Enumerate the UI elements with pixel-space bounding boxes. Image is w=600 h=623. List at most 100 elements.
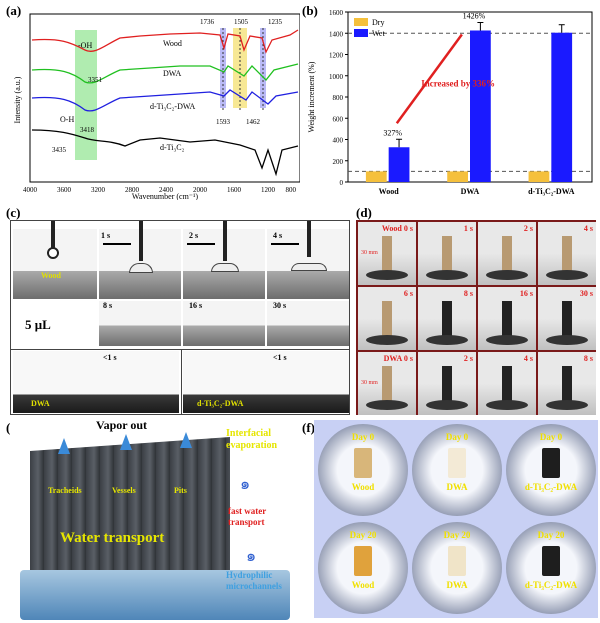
sample-name-label: d-Ti₃C₂-DWA bbox=[524, 482, 578, 492]
panel-f-label: (f) bbox=[302, 420, 315, 435]
legend-label-wet: Wet bbox=[372, 29, 385, 38]
sample-strip bbox=[442, 236, 452, 272]
droplet bbox=[47, 247, 59, 259]
ytick-label: 1400 bbox=[329, 30, 344, 38]
sample-name-label: Wood bbox=[351, 580, 375, 590]
immersion-stability-photos: Day 0 Wood Day 0 DWA Day 0 d-Ti₃C₂-DWA Day 20 W… bbox=[314, 420, 598, 618]
increase-arrow bbox=[395, 33, 463, 124]
dish bbox=[426, 335, 468, 345]
category-label: DWA bbox=[461, 187, 480, 196]
bar-ylabel: Weight increment (%) bbox=[307, 61, 316, 132]
wood-spectrum bbox=[31, 29, 299, 54]
annot-oh: -OH bbox=[78, 41, 92, 50]
uptake-photo: 4 s bbox=[538, 222, 596, 285]
time-label: 2 s bbox=[523, 224, 533, 233]
sample-name-label: Wood bbox=[351, 482, 375, 492]
sample-strip bbox=[502, 236, 512, 272]
time-label: 30 s bbox=[579, 289, 593, 298]
beaker-photo: Day 0 Wood bbox=[318, 424, 408, 516]
sample-strip bbox=[562, 366, 572, 402]
dish bbox=[426, 270, 468, 280]
tracheids-label: Tracheids bbox=[48, 486, 82, 495]
dwa-spectrum bbox=[31, 63, 299, 84]
sample-block bbox=[448, 448, 466, 478]
dwa-droplet-photo bbox=[13, 351, 179, 413]
time-label: Wood 0 s bbox=[381, 224, 413, 233]
time-label: 16 s bbox=[519, 289, 533, 298]
interfacial-label: Interfacial evaporation bbox=[226, 428, 278, 451]
sample-block bbox=[542, 546, 560, 576]
annot-1235: 1235 bbox=[268, 18, 283, 26]
value-label: 327% bbox=[383, 128, 402, 137]
series-label-dwa: DWA bbox=[163, 69, 181, 78]
xtick: 3600 bbox=[57, 186, 72, 194]
dish bbox=[486, 400, 528, 410]
needle bbox=[139, 221, 143, 261]
wood-block bbox=[30, 437, 230, 591]
time-30s: 30 s bbox=[273, 301, 287, 310]
ytick-label: 200 bbox=[333, 158, 344, 166]
upward-arrow bbox=[120, 434, 132, 450]
droplet bbox=[211, 263, 239, 272]
sample-strip bbox=[562, 236, 572, 272]
beaker-photo: Day 20 d-Ti₃C₂-DWA bbox=[506, 522, 596, 614]
droplet-photo-8s bbox=[99, 301, 181, 346]
annot-3351: 3351 bbox=[88, 76, 103, 84]
sample-strip bbox=[562, 301, 572, 337]
uptake-photo: 16 s bbox=[478, 287, 536, 350]
xtick: 2000 bbox=[193, 186, 208, 194]
hydrophilic-label: Hydrophilic microchannels bbox=[226, 570, 282, 591]
dish bbox=[486, 335, 528, 345]
time-4s: 4 s bbox=[273, 231, 283, 240]
time-label: 8 s bbox=[583, 354, 593, 363]
ytick-label: 400 bbox=[333, 137, 344, 145]
sample-block bbox=[354, 546, 372, 576]
needle bbox=[307, 221, 311, 257]
water-base bbox=[20, 570, 290, 620]
day-label: Day 0 bbox=[445, 432, 469, 442]
xtick: 3200 bbox=[91, 186, 106, 194]
oh-band-highlight bbox=[75, 30, 97, 160]
uptake-photo: Wood 0 s 30 mm bbox=[358, 222, 416, 285]
xtick: 4000 bbox=[23, 186, 38, 194]
droplet-photo-30s bbox=[267, 301, 349, 346]
time-lt1s-ti: <1 s bbox=[273, 353, 287, 362]
value-label: 1426% bbox=[463, 11, 486, 20]
day-label: Day 20 bbox=[537, 530, 565, 540]
tag-wood: Wood bbox=[41, 271, 62, 280]
panel-d-label: (d) bbox=[356, 205, 372, 220]
ftir-spectra-chart: Wood DWA d-Ti₃C₂-DWA d-Ti₃C₂ -OH 3351 O-… bbox=[13, 13, 300, 200]
vessels-label: Vessels bbox=[112, 486, 136, 495]
dish bbox=[366, 400, 408, 410]
uptake-photo: 8 s bbox=[418, 287, 476, 350]
dish bbox=[366, 335, 408, 345]
sample-block bbox=[542, 448, 560, 478]
annot-1593: 1593 bbox=[216, 118, 231, 126]
arrow bbox=[103, 243, 131, 245]
dish bbox=[366, 270, 408, 280]
bar-dry bbox=[365, 171, 387, 182]
legend-swatch-wet bbox=[354, 29, 368, 37]
uptake-photo: 8 s bbox=[538, 352, 596, 415]
panel-b-label: (b) bbox=[302, 3, 318, 18]
vapor-out-label: Vapor out bbox=[96, 418, 148, 432]
ytick-label: 1000 bbox=[329, 73, 344, 81]
ytick-label: 600 bbox=[333, 115, 344, 123]
dish bbox=[546, 400, 588, 410]
upward-arrow bbox=[58, 438, 70, 454]
ytick-label: 0 bbox=[340, 179, 344, 187]
annot-1505: 1505 bbox=[234, 18, 249, 26]
annot-1462: 1462 bbox=[246, 118, 261, 126]
sample-name-label: DWA bbox=[446, 580, 468, 590]
sample-strip bbox=[382, 366, 392, 402]
increase-annotation: Increased by 336% bbox=[421, 78, 495, 88]
ftir-ylabel: Intensity (a.u.) bbox=[13, 76, 22, 123]
pits-label: Pits bbox=[174, 486, 187, 495]
time-label: 4 s bbox=[583, 224, 593, 233]
scale-label: 30 mm bbox=[361, 380, 378, 386]
sample-strip bbox=[382, 236, 392, 272]
category-label: d-Ti₃C₂-DWA bbox=[528, 187, 575, 196]
droplet bbox=[291, 263, 327, 271]
xtick: 2800 bbox=[125, 186, 140, 194]
annot-oh2: O-H bbox=[60, 115, 74, 124]
